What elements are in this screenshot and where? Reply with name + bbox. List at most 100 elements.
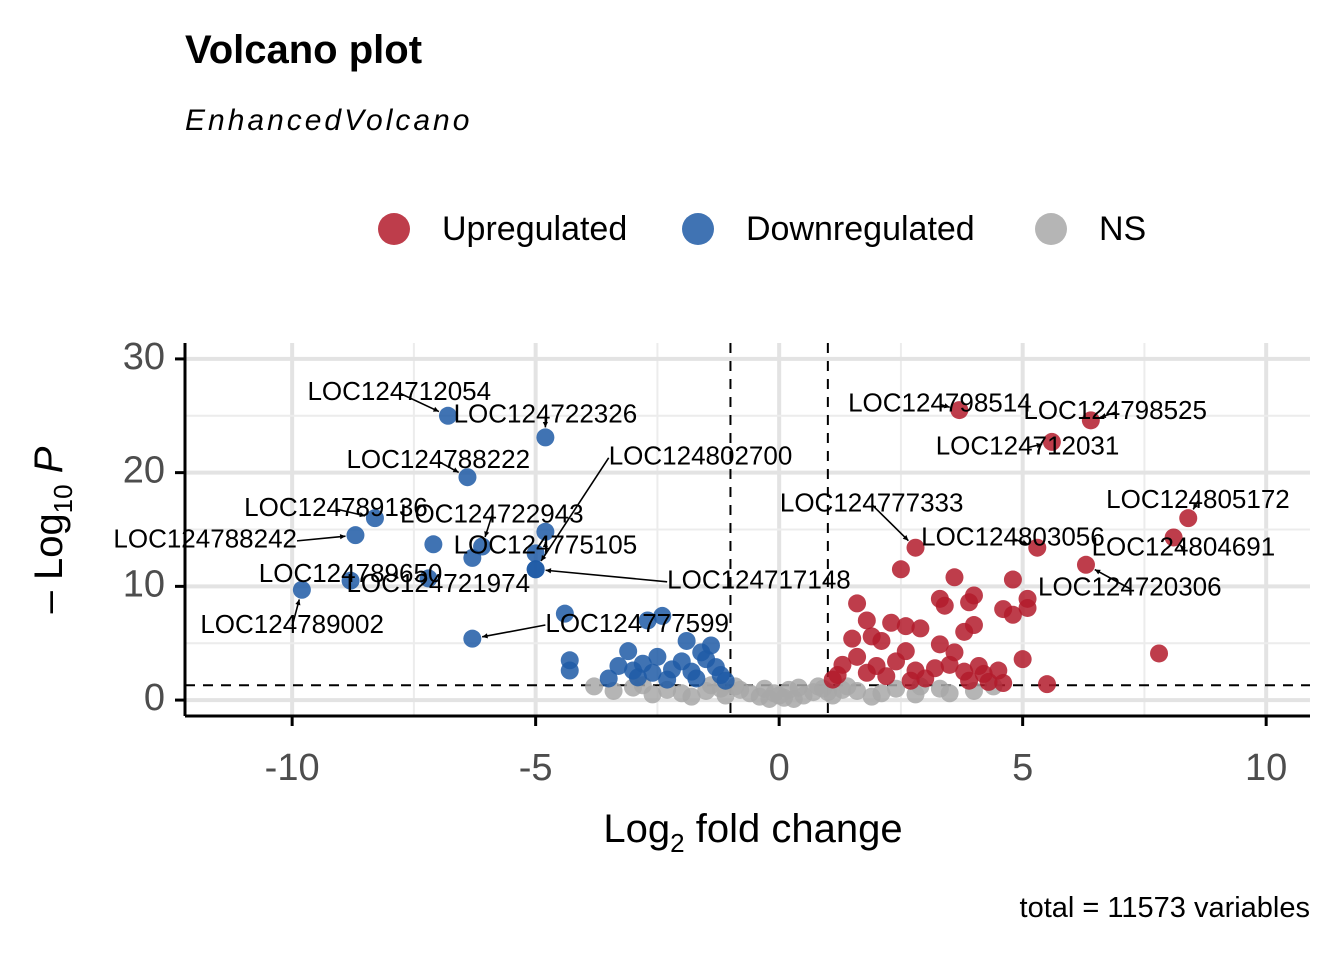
gene-label: LOC124803056 xyxy=(921,521,1105,551)
gene-label: LOC124717148 xyxy=(667,565,851,595)
gene-label: LOC124721974 xyxy=(346,568,530,598)
downregulated-point xyxy=(701,636,720,655)
gene-label: LOC124805172 xyxy=(1106,484,1290,514)
labeled-point-LOC124805172 xyxy=(1179,509,1198,528)
labeled-point-LOC124788242 xyxy=(346,526,365,545)
connector-arrowhead xyxy=(359,512,366,518)
labeled-point-LOC124803056 xyxy=(1028,538,1047,557)
upregulated-point xyxy=(843,629,862,648)
upregulated-point xyxy=(1003,605,1022,624)
gene-label: LOC124788222 xyxy=(346,444,530,474)
connector-LOC124777599 xyxy=(482,624,546,638)
legend-label-upregulated: Upregulated xyxy=(442,209,628,248)
connector-arrowhead xyxy=(295,599,301,606)
connector-LOC124777333 xyxy=(871,503,909,542)
connector-LOC124717148 xyxy=(545,569,668,583)
downregulated-point xyxy=(716,671,735,690)
labeled-point-LOC124777333 xyxy=(906,538,925,557)
upregulated-point xyxy=(891,560,910,579)
chart-title: Volcano plot xyxy=(185,28,423,72)
label-connectors xyxy=(291,392,1199,639)
connector-arrowhead xyxy=(542,541,548,548)
labeled-point-LOC124788222 xyxy=(458,468,477,487)
connector-arrowhead xyxy=(432,406,439,412)
downregulated-point xyxy=(599,669,618,688)
labeled-point-LOC124789002 xyxy=(292,580,311,599)
labeled-point-LOC124721974 xyxy=(419,569,438,588)
y-tick-label: 30 xyxy=(123,336,165,378)
x-tick-label: -10 xyxy=(265,747,320,789)
upregulated-point xyxy=(848,594,867,613)
gene-label: LOC124804691 xyxy=(1092,532,1276,562)
labeled-point-LOC124717148 xyxy=(526,560,545,579)
upregulated-point xyxy=(872,631,891,650)
labeled-point-LOC124722943 xyxy=(473,537,492,556)
legend-item-ns: NS xyxy=(1035,204,1146,254)
ns-point xyxy=(930,679,949,698)
x-tick-label: -5 xyxy=(519,747,553,789)
gene-label: LOC124789650 xyxy=(259,558,443,588)
gene-label: LOC124788242 xyxy=(113,524,297,554)
connector-arrowhead xyxy=(1094,569,1101,575)
downregulated-point xyxy=(624,661,643,680)
upregulated-point xyxy=(877,667,896,686)
upregulated-point xyxy=(1018,598,1037,617)
upregulated-point xyxy=(935,596,954,615)
connector-arrowhead xyxy=(902,535,909,541)
downregulated-point xyxy=(555,604,574,623)
upregulated-point xyxy=(969,656,988,675)
downregulated-point xyxy=(643,663,662,682)
upregulated-point xyxy=(911,619,930,638)
connector-arrowhead xyxy=(1036,442,1043,448)
upregulated-point xyxy=(960,671,979,690)
gene-label: LOC124720306 xyxy=(1038,572,1222,602)
upregulated-point xyxy=(964,586,983,605)
connector-arrowhead xyxy=(452,467,459,473)
upregulated-point xyxy=(930,635,949,654)
upregulated-point xyxy=(964,616,983,635)
downregulated-point xyxy=(638,611,657,630)
connector-arrowhead xyxy=(1193,503,1199,510)
x-tick-label: 0 xyxy=(769,747,790,789)
upregulated-point xyxy=(857,611,876,630)
gene-label: LOC124712031 xyxy=(936,430,1120,460)
connector-arrowhead xyxy=(1021,539,1028,545)
ns-point xyxy=(887,679,906,698)
labeled-point-LOC124720306 xyxy=(1076,555,1095,574)
ns-point xyxy=(682,687,701,706)
connector-arrowhead xyxy=(1180,545,1186,551)
x-axis-label: Log2 fold change xyxy=(603,807,902,858)
connector-arrowhead xyxy=(545,568,552,574)
labeled-point-LOC124798525 xyxy=(1081,411,1100,430)
upregulated-point xyxy=(896,617,915,636)
legend-item-upregulated: Upregulated xyxy=(378,204,627,254)
legend-label-ns: NS xyxy=(1099,209,1147,248)
legend-swatch-downregulated xyxy=(682,213,714,245)
chart-subtitle: EnhancedVolcano xyxy=(185,104,473,137)
labeled-point-LOC124722326 xyxy=(536,428,555,447)
downregulated-point xyxy=(609,656,628,675)
connector-LOC124712054 xyxy=(398,392,440,413)
downregulated-point xyxy=(560,661,579,680)
x-tick-label: 10 xyxy=(1245,747,1287,789)
upregulated-point xyxy=(857,663,876,682)
labeled-point-LOC124775105 xyxy=(536,522,555,541)
ns-point xyxy=(585,677,604,696)
connector-arrowhead xyxy=(1100,413,1107,419)
gene-label: LOC124722326 xyxy=(454,399,638,429)
ns-point xyxy=(716,686,735,705)
labeled-point-LOC124789650 xyxy=(341,571,360,590)
downregulated-point xyxy=(677,631,696,650)
upregulated-point xyxy=(901,671,920,690)
gene-label: LOC124789136 xyxy=(244,492,428,522)
connector-arrowhead xyxy=(482,633,488,639)
labeled-point-LOC124798514 xyxy=(950,401,969,420)
gene-label: LOC124798514 xyxy=(848,387,1032,417)
gene-label: LOC124777333 xyxy=(780,487,964,517)
upregulated-point xyxy=(940,655,959,674)
upregulated-point xyxy=(1003,570,1022,589)
legend-label-downregulated: Downregulated xyxy=(746,209,975,248)
upregulated-point xyxy=(1150,644,1169,663)
y-tick-label: 0 xyxy=(144,677,165,719)
